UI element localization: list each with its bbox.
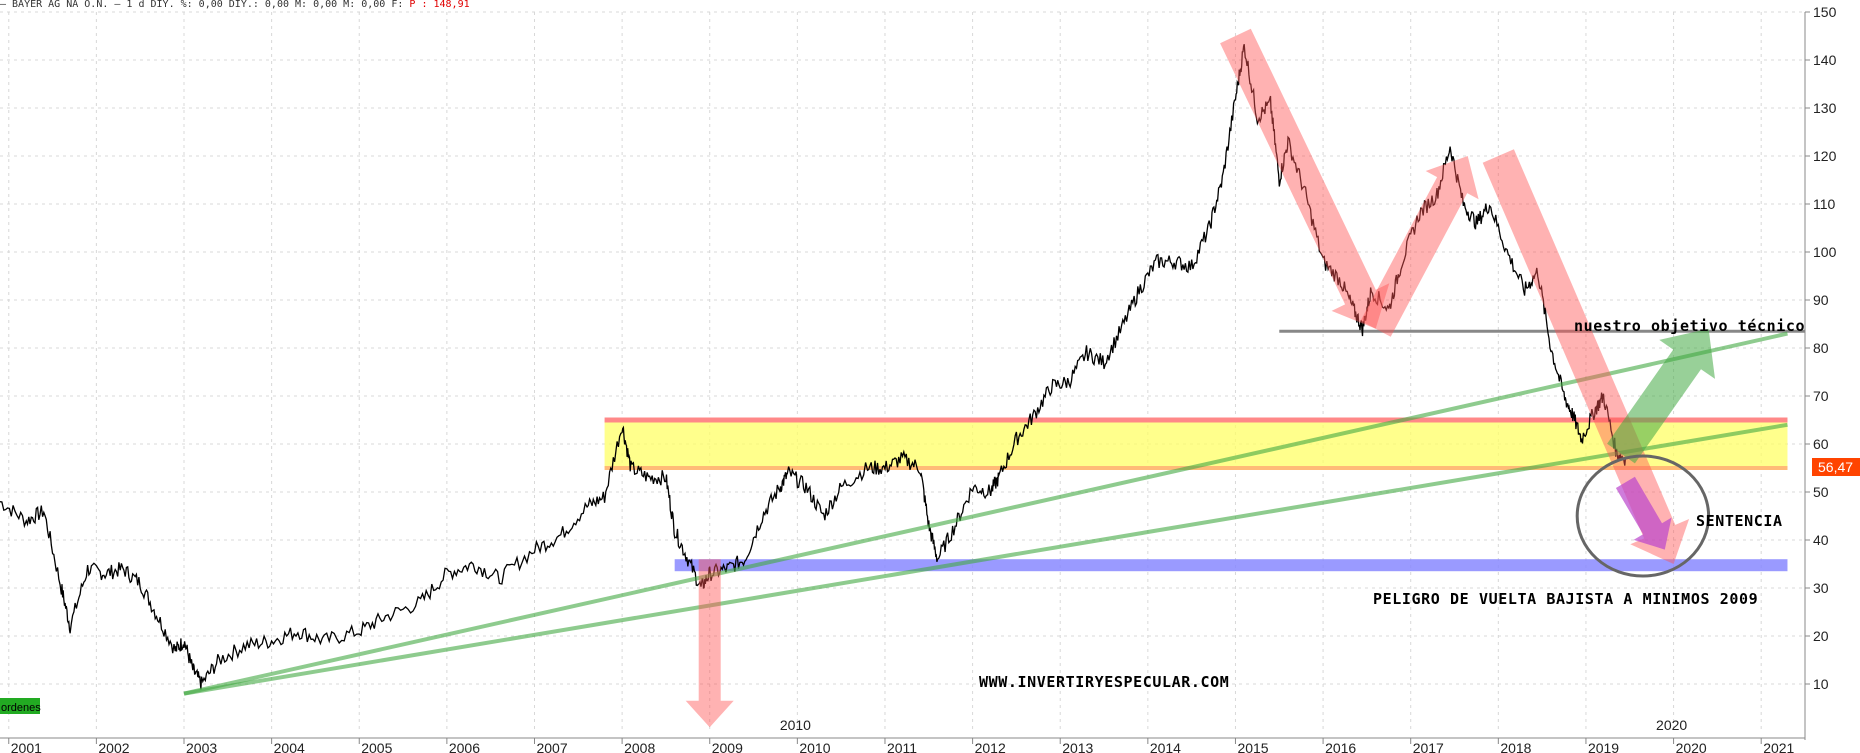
- sentencia-ellipse: [1575, 454, 1711, 578]
- x-tick-label: 2015: [1237, 740, 1268, 753]
- y-tick-label: 10: [1813, 676, 1829, 692]
- red-down-arrow: [1220, 28, 1390, 329]
- y-tick-label: 100: [1813, 244, 1837, 260]
- x-tick-label: 2008: [624, 740, 655, 753]
- y-tick-label: 130: [1813, 100, 1837, 116]
- red-down-arrow: [685, 559, 734, 728]
- price-series: [0, 44, 1627, 690]
- y-tick-label: 120: [1813, 148, 1837, 164]
- red-down-arrow: [1482, 149, 1690, 565]
- y-tick-label: 20: [1813, 628, 1829, 644]
- x-tick-label: 2001: [11, 740, 42, 753]
- plot-background: [0, 10, 1805, 738]
- peligro-annotation: PELIGRO DE VUELTA BAJISTA A MINIMOS 2009: [1373, 590, 1758, 608]
- x-tick-label: 2016: [1325, 740, 1356, 753]
- x-tick-label: 2011: [887, 740, 917, 753]
- x-tick-label: 2019: [1588, 740, 1619, 753]
- trend-line: [183, 331, 1788, 696]
- green-up-arrow: [1607, 328, 1715, 464]
- x-tick-label: 2012: [975, 740, 1006, 753]
- y-tick-label: 30: [1813, 580, 1829, 596]
- sentencia-annotation: SENTENCIA: [1696, 512, 1783, 530]
- minimum-2009-band: [674, 559, 1788, 572]
- x-tick-label: 2003: [186, 740, 217, 753]
- x-tick-label: 2020: [1676, 740, 1707, 753]
- price-badge-label: 56,47: [1818, 459, 1853, 475]
- x-tick-label: 2010: [799, 740, 830, 753]
- x-tick-label: 2006: [449, 740, 480, 753]
- header-price: P : 148,91: [409, 0, 470, 10]
- x-tick-label: 2013: [1062, 740, 1093, 753]
- x-tick-label: 2017: [1413, 740, 1444, 753]
- purple-down-arrow: [1615, 476, 1672, 550]
- x-tick-label: 2002: [98, 740, 129, 753]
- y-tick-label: 150: [1813, 4, 1837, 20]
- yellow-zone: [604, 420, 1788, 468]
- x-tick-label: 2004: [274, 740, 305, 753]
- x-tick-label: 2005: [361, 740, 392, 753]
- x-sub-tick-label: 2010: [780, 717, 811, 733]
- ticker-info: – BAYER AG NA O.N. – 1 d DIY. %: 0,00 DI…: [0, 0, 404, 10]
- y-tick-label: 50: [1813, 484, 1829, 500]
- y-tick-label: 110: [1813, 196, 1836, 212]
- y-tick-label: 60: [1813, 436, 1829, 452]
- drawing-overlays: [183, 28, 1788, 728]
- y-tick-label: 70: [1813, 388, 1829, 404]
- x-sub-tick-label: 2020: [1656, 717, 1687, 733]
- x-tick-label: 2018: [1500, 740, 1531, 753]
- red-up-arrow: [1360, 156, 1479, 337]
- y-tick-label: 80: [1813, 340, 1829, 356]
- x-tick-label: 2007: [536, 740, 567, 753]
- axes: 1501401301201101009080706050403020102001…: [0, 4, 1837, 753]
- ordenes-badge[interactable]: [0, 698, 40, 714]
- zone-bands: [604, 329, 1805, 572]
- trend-line: [183, 422, 1788, 696]
- x-tick-label: 2014: [1150, 740, 1181, 753]
- price-badge: [1812, 458, 1860, 476]
- y-tick-label: 140: [1813, 52, 1837, 68]
- y-tick-label: 90: [1813, 292, 1829, 308]
- x-tick-label: 2021: [1763, 740, 1794, 753]
- target-annotation: nuestro objetivo técnico: [1574, 317, 1805, 335]
- price-line: [0, 44, 1627, 690]
- x-tick-label: 2009: [712, 740, 743, 753]
- ordenes-label: ordenes: [1, 702, 41, 714]
- y-tick-label: 40: [1813, 532, 1829, 548]
- chart-header: – BAYER AG NA O.N. – 1 d DIY. %: 0,00 DI…: [0, 0, 470, 12]
- website-annotation: WWW.INVERTIRYESPECULAR.COM: [979, 673, 1229, 691]
